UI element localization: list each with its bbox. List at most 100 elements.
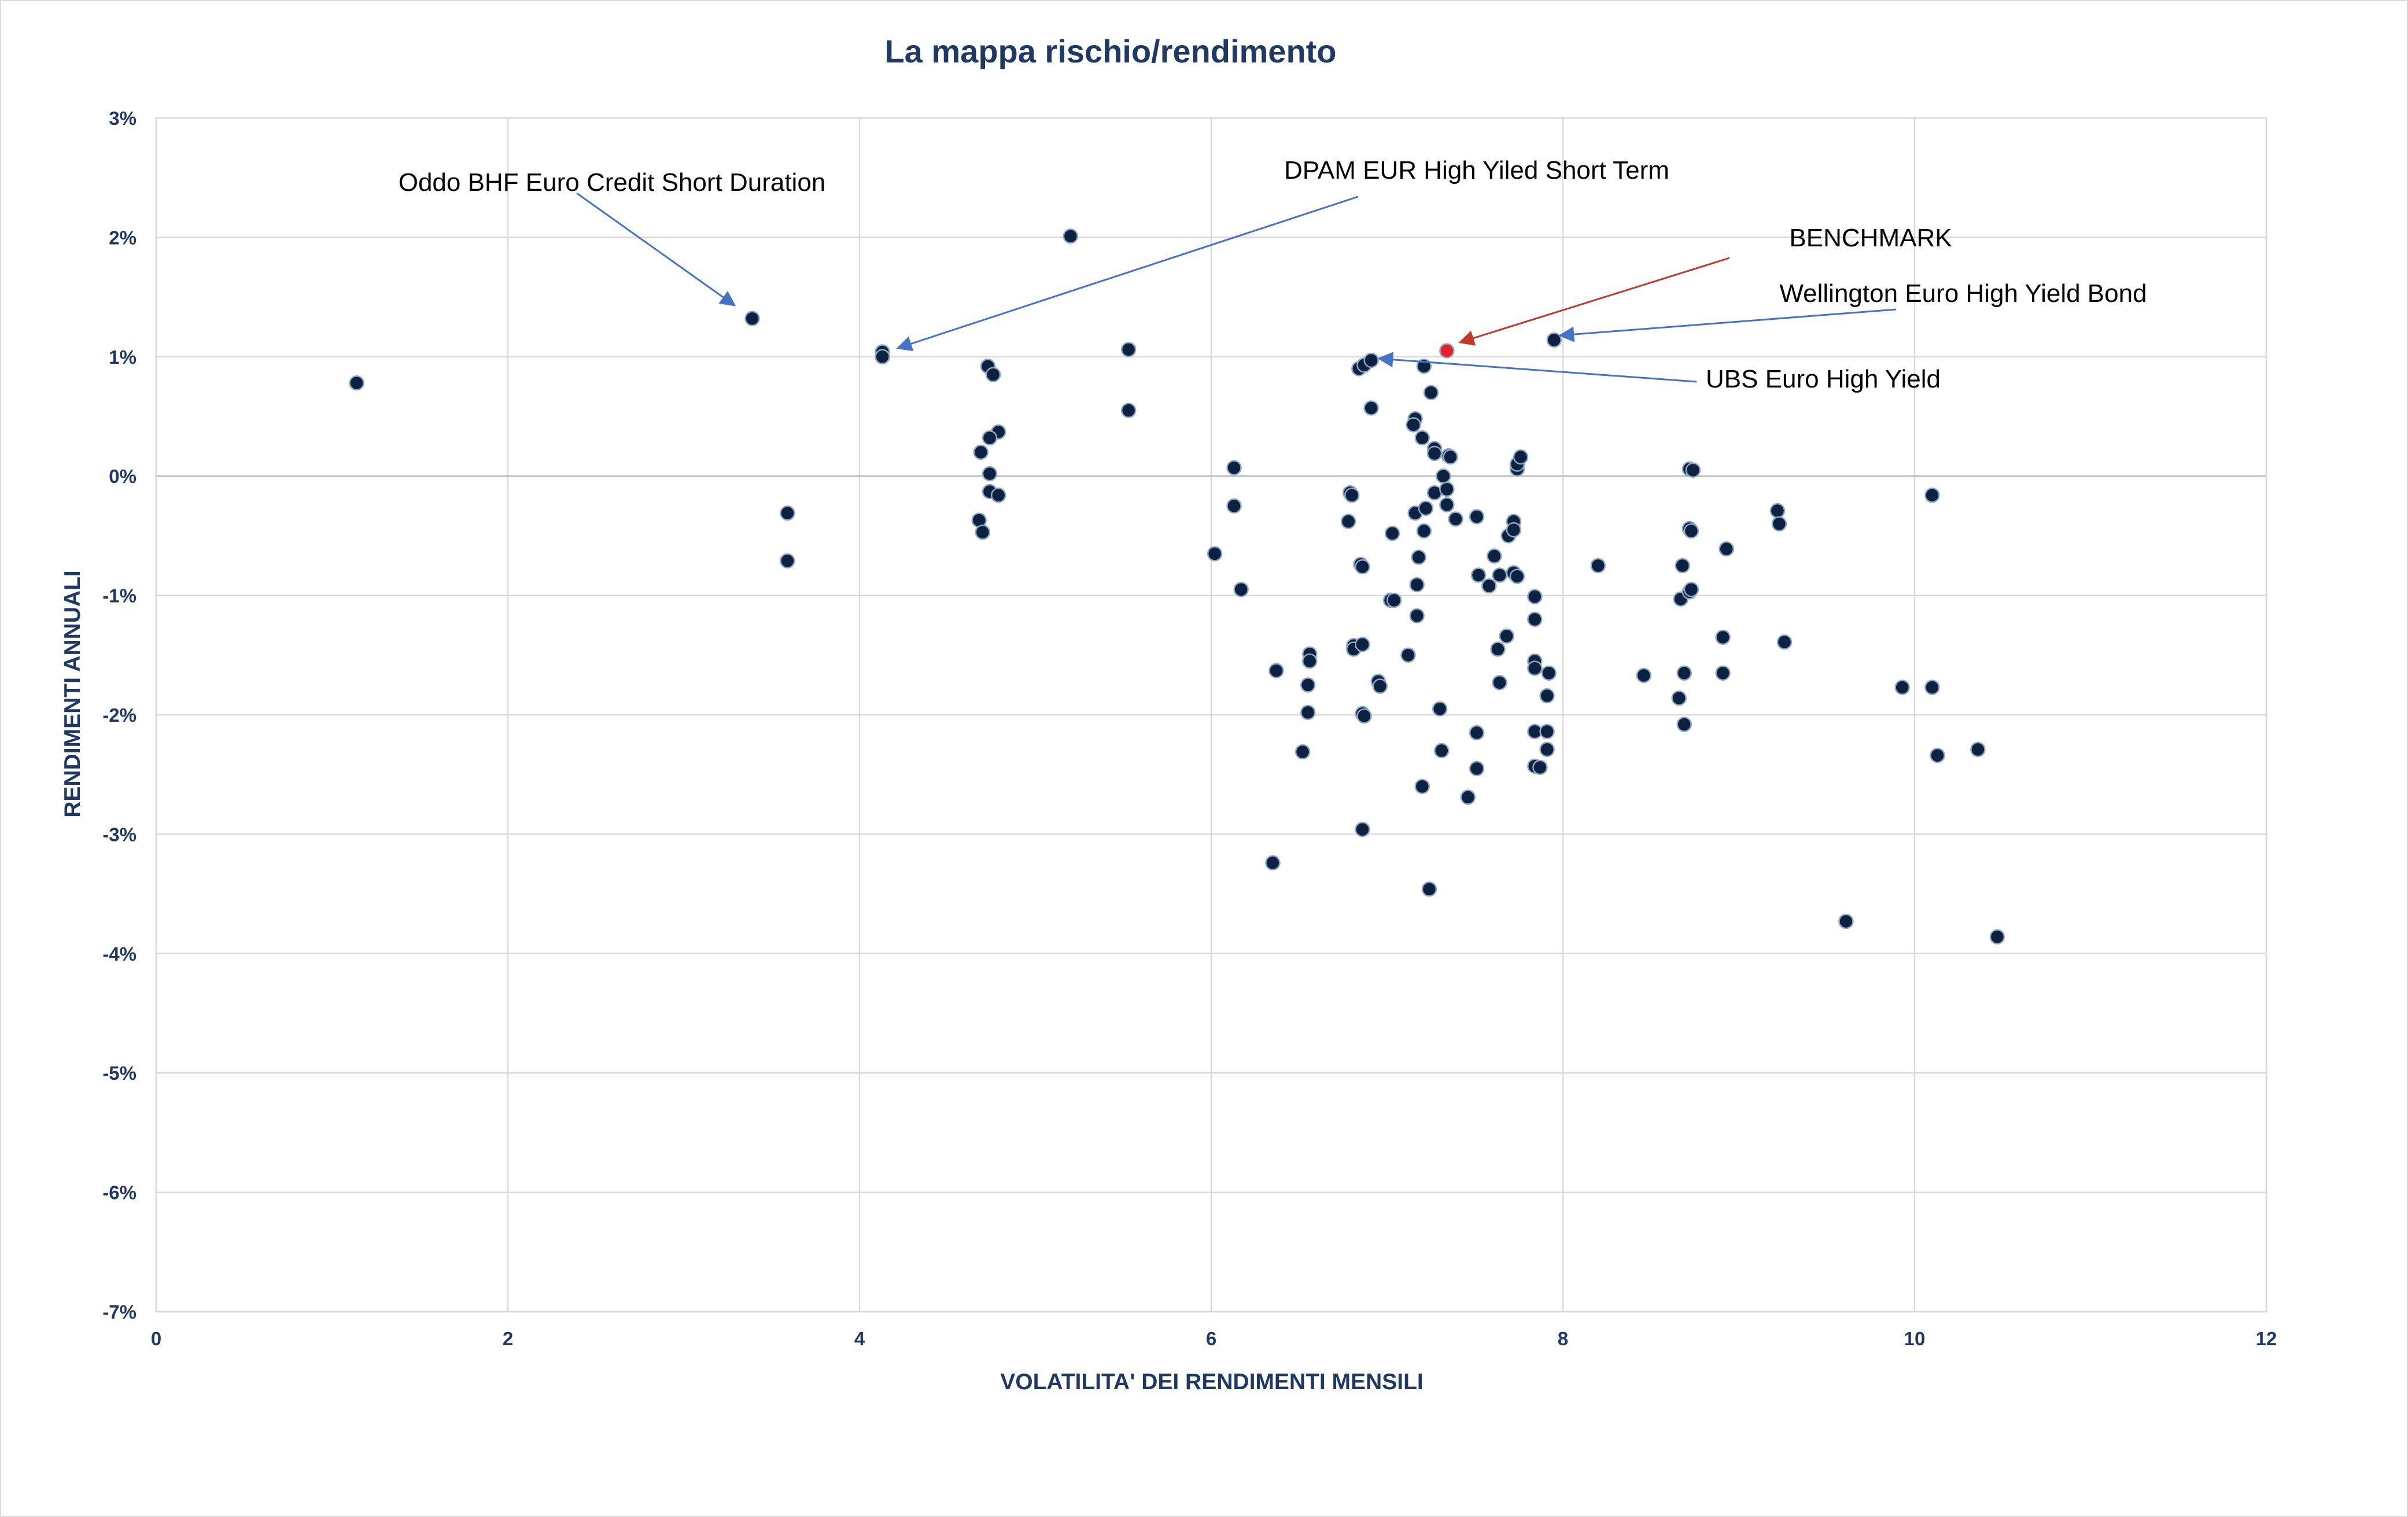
data-point bbox=[1481, 578, 1497, 594]
data-point bbox=[1930, 747, 1945, 763]
y-tick-label: -5% bbox=[102, 1062, 137, 1084]
data-point bbox=[1469, 761, 1485, 777]
y-tick-label: -6% bbox=[102, 1182, 137, 1204]
benchmark-point bbox=[1439, 343, 1455, 359]
data-point bbox=[1989, 929, 2005, 945]
data-point bbox=[990, 487, 1006, 503]
data-point bbox=[982, 430, 998, 446]
data-point bbox=[1301, 653, 1318, 669]
data-point bbox=[1344, 487, 1360, 503]
x-tick-label: 10 bbox=[1904, 1328, 1926, 1349]
data-point bbox=[1490, 641, 1506, 657]
data-point bbox=[1226, 460, 1242, 476]
x-tick-label: 6 bbox=[1206, 1328, 1216, 1349]
data-point bbox=[1416, 523, 1432, 539]
data-point bbox=[1769, 503, 1786, 519]
data-point bbox=[1226, 498, 1242, 514]
data-point bbox=[1771, 516, 1787, 532]
data-point bbox=[1355, 821, 1370, 837]
data-point bbox=[1719, 541, 1734, 557]
plot-border bbox=[155, 117, 2267, 1313]
data-point bbox=[973, 444, 989, 460]
data-point bbox=[1470, 567, 1487, 583]
data-point bbox=[1590, 558, 1606, 574]
data-point bbox=[1970, 741, 1986, 758]
data-point bbox=[1546, 332, 1562, 348]
data-point bbox=[1671, 690, 1687, 706]
data-point bbox=[1409, 608, 1425, 623]
annotation-label: Oddo BHF Euro Credit Short Duration bbox=[399, 168, 826, 197]
data-point bbox=[1300, 677, 1316, 693]
data-point bbox=[1509, 569, 1525, 584]
data-point bbox=[1539, 688, 1555, 704]
data-point bbox=[1443, 449, 1458, 465]
data-point bbox=[1432, 701, 1448, 717]
x-tick-label: 12 bbox=[2256, 1328, 2277, 1349]
data-point bbox=[1411, 549, 1426, 565]
data-point bbox=[1776, 634, 1793, 650]
chart-title: La mappa rischio/rendimento bbox=[884, 33, 1336, 69]
data-point bbox=[1469, 725, 1485, 741]
data-point bbox=[1363, 352, 1379, 368]
data-point bbox=[975, 524, 991, 540]
data-point bbox=[1423, 385, 1439, 400]
y-tick-label: 1% bbox=[109, 346, 137, 368]
data-point bbox=[1506, 522, 1522, 538]
data-point bbox=[1356, 708, 1372, 724]
data-point bbox=[1372, 678, 1388, 694]
data-point bbox=[1400, 647, 1416, 663]
y-tick-label: 2% bbox=[109, 227, 137, 248]
data-point bbox=[1532, 759, 1548, 776]
data-point bbox=[1487, 548, 1502, 564]
y-tick-label: -3% bbox=[102, 824, 137, 845]
y-tick-labels: 3% 2% 1% 0% -1% -2% -3% -4% -5% -6% -7% bbox=[102, 108, 137, 1323]
x-tick-label: 0 bbox=[151, 1328, 161, 1349]
data-point bbox=[1527, 660, 1543, 676]
data-point bbox=[1265, 855, 1281, 871]
data-point bbox=[1675, 558, 1690, 574]
x-tick-label: 4 bbox=[854, 1328, 865, 1349]
data-point bbox=[1838, 913, 1854, 929]
data-point bbox=[1636, 667, 1652, 684]
data-point bbox=[1120, 342, 1137, 357]
data-point bbox=[1513, 449, 1529, 465]
y-tick-label: -1% bbox=[102, 585, 137, 607]
data-point bbox=[1406, 417, 1421, 433]
data-point bbox=[1414, 778, 1430, 795]
data-point bbox=[1409, 577, 1425, 593]
data-point bbox=[1539, 724, 1555, 740]
data-point bbox=[1418, 500, 1434, 516]
data-point bbox=[1436, 468, 1451, 484]
data-point bbox=[1355, 636, 1370, 652]
data-point bbox=[744, 311, 760, 327]
data-point bbox=[1469, 509, 1485, 525]
annotation-arrow bbox=[1558, 308, 1897, 342]
data-point bbox=[1355, 559, 1370, 575]
y-tick-label: -4% bbox=[102, 943, 137, 965]
data-point bbox=[1363, 400, 1379, 416]
data-point bbox=[1492, 567, 1507, 583]
data-point bbox=[1233, 582, 1249, 597]
annotation-label: DPAM EUR High Yiled Short Term bbox=[1284, 156, 1669, 184]
data-point bbox=[1683, 523, 1699, 539]
data-point bbox=[1924, 680, 1940, 695]
data-points bbox=[349, 228, 2005, 945]
annotation-arrow bbox=[896, 195, 1359, 352]
annotation-arrow bbox=[576, 192, 736, 307]
data-point bbox=[1414, 430, 1430, 446]
data-point bbox=[1433, 743, 1450, 759]
x-tick-label: 8 bbox=[1558, 1328, 1568, 1349]
y-tick-label: 3% bbox=[109, 108, 137, 129]
data-point bbox=[780, 505, 795, 521]
data-point bbox=[985, 367, 1001, 383]
data-point bbox=[875, 349, 890, 365]
data-point bbox=[1439, 481, 1455, 497]
data-point bbox=[1527, 611, 1543, 628]
data-point bbox=[1676, 665, 1692, 681]
data-point bbox=[1207, 546, 1223, 562]
data-point bbox=[1268, 663, 1284, 678]
y-tick-label: -7% bbox=[102, 1301, 137, 1323]
data-point bbox=[1340, 514, 1356, 529]
